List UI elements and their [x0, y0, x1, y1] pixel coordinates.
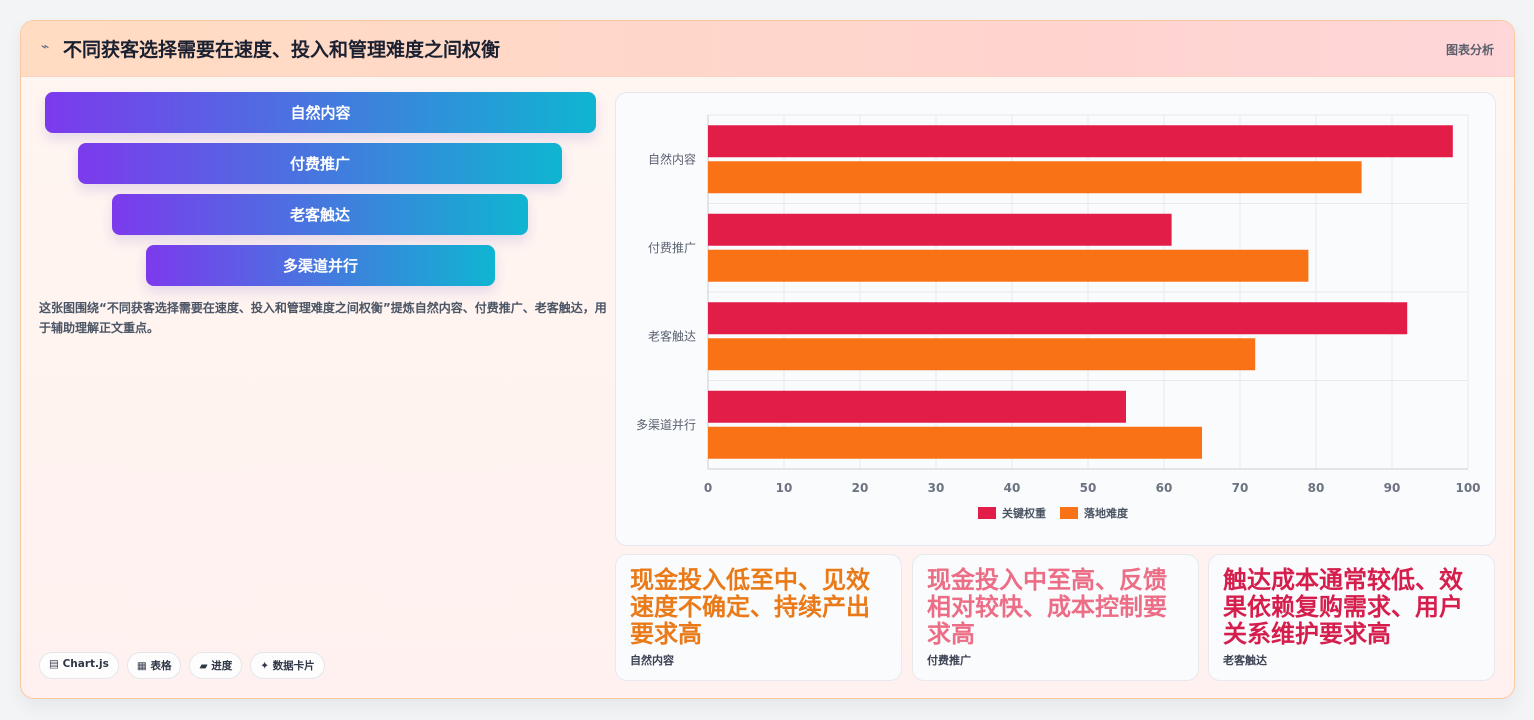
- bar-difficulty: [708, 338, 1256, 371]
- stat-card-3: 触达成本通常较低、效果依赖复购需求、用户关系维护要求高 老客触达: [1208, 554, 1495, 681]
- y-tick-label: 自然内容: [648, 151, 696, 166]
- page-title: 不同获客选择需要在速度、投入和管理难度之间权衡: [63, 39, 501, 61]
- x-tick-label: 40: [1004, 481, 1021, 495]
- feature-chips: ▤ Chart.js ▦ 表格 ▰ 进度 ✦ 数据卡片: [39, 652, 325, 679]
- legend-swatch: [978, 507, 996, 519]
- chip-table[interactable]: ▦ 表格: [126, 652, 182, 679]
- funnel-item-2: 付费推广: [78, 143, 562, 184]
- x-tick-label: 80: [1308, 481, 1325, 495]
- stat-label-2: 付费推广: [927, 654, 971, 667]
- chart-icon: ⌁: [41, 39, 50, 55]
- bar-key-weight: [708, 213, 1172, 246]
- chip-progress[interactable]: ▰ 进度: [189, 652, 243, 679]
- y-tick-label: 多渠道并行: [636, 418, 696, 432]
- legend-swatch: [1060, 507, 1078, 519]
- bar-key-weight: [708, 302, 1408, 335]
- chart-panel: 0 10 20 30 40 50 60 70 80 90 100 自然内容付费推广老客触达多渠道并行关…: [615, 92, 1496, 546]
- x-tick-label: 90: [1384, 481, 1401, 495]
- bar-chart: 0 10 20 30 40 50 60 70 80 90 100 自然内容付费推广老客触达多渠道并行关…: [636, 114, 1481, 520]
- bar-difficulty: [708, 426, 1202, 459]
- stat-label-3: 老客触达: [1223, 654, 1267, 667]
- bar-difficulty: [708, 249, 1309, 282]
- x-tick-label: 30: [928, 481, 945, 495]
- funnel-item-1: 自然内容: [45, 92, 596, 133]
- x-tick-label: 20: [852, 481, 869, 495]
- x-tick-label: 50: [1080, 481, 1097, 495]
- stat-value-1: 现金投入低至中、见效速度不确定、持续产出要求高: [630, 566, 870, 648]
- stat-card-2: 现金投入中至高、反馈相对较快、成本控制要求高 付费推广: [912, 554, 1199, 681]
- x-tick-label: 0: [704, 481, 712, 495]
- chart-description: 这张图围绕“不同获客选择需要在速度、投入和管理难度之间权衡”提炼自然内容、付费推…: [39, 301, 607, 335]
- y-tick-label: 付费推广: [648, 241, 696, 255]
- analysis-card: ⌁ 不同获客选择需要在速度、投入和管理难度之间权衡 图表分析 自然内容 付费推广…: [20, 20, 1515, 699]
- chart-analysis-tag: 图表分析: [1445, 43, 1494, 57]
- legend-label: 关键权重: [1002, 506, 1046, 520]
- y-tick-label: 老客触达: [648, 328, 696, 343]
- card-header: ⌁ 不同获客选择需要在速度、投入和管理难度之间权衡 图表分析: [21, 21, 1514, 77]
- bar-key-weight: [708, 390, 1126, 423]
- chip-chartjs[interactable]: ▤ Chart.js: [39, 652, 119, 679]
- funnel-item-3: 老客触达: [112, 194, 528, 235]
- x-tick-label: 70: [1232, 481, 1249, 495]
- stat-label-1: 自然内容: [630, 654, 674, 667]
- stat-value-2: 现金投入中至高、反馈相对较快、成本控制要求高: [927, 566, 1167, 648]
- x-tick-label: 10: [776, 481, 793, 495]
- legend-label: 落地难度: [1084, 506, 1129, 520]
- x-tick-label: 60: [1156, 481, 1173, 495]
- bar-difficulty: [708, 161, 1362, 194]
- funnel-item-4: 多渠道并行: [146, 245, 495, 286]
- stat-value-3: 触达成本通常较低、效果依赖复购需求、用户关系维护要求高: [1223, 566, 1463, 648]
- bar-key-weight: [708, 125, 1453, 158]
- chip-data-card[interactable]: ✦ 数据卡片: [250, 652, 325, 679]
- x-tick-label: 100: [1455, 481, 1480, 495]
- stat-card-1: 现金投入低至中、见效速度不确定、持续产出要求高 自然内容: [615, 554, 902, 681]
